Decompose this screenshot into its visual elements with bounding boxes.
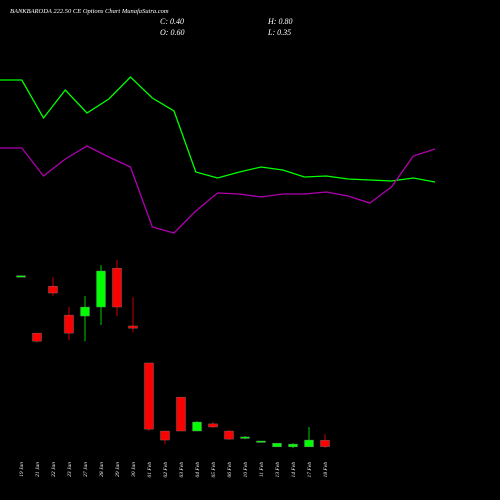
x-tick-label: 06 Feb [227,462,233,478]
x-tick-label: 11 Feb [259,462,265,477]
candle-body [80,306,90,317]
candle-body [224,430,234,440]
x-tick-label: 13 Feb [275,462,281,478]
x-tick-label: 14 Feb [290,462,297,478]
line-series [0,145,436,234]
stat-low: L: 0.35 [267,28,291,37]
x-tick-label: 30 Jan [131,462,137,478]
candle-body [304,439,314,448]
x-tick-label: 10 Feb [243,462,249,478]
candle-body [32,332,42,342]
line-series [0,76,436,183]
candle-body [208,423,218,428]
chart-title: BANKBARODA 222.50 CE Options Chart Munaf… [10,8,169,15]
x-tick-label: 28 Jan [99,462,105,477]
candle-body [128,325,138,329]
candle-body [48,286,58,294]
candle-body [272,442,282,448]
candle-body [160,430,170,441]
candle-body [240,436,250,439]
stat-high: H: 0.80 [267,17,292,26]
stat-open: O: 0.60 [160,28,184,37]
x-tick-label: 03 Feb [179,462,185,478]
x-tick-label: 27 Jan [83,462,89,477]
x-tick-label: 23 Jan [67,462,73,477]
x-tick-label: 19 Jan [19,462,25,477]
stat-close: C: 0.40 [160,17,184,26]
x-tick-label: 04 Feb [194,462,201,478]
candle-body [176,396,186,432]
candle-body [288,443,298,448]
x-tick-label: 02 Feb [163,462,169,478]
x-tick-label: 05 Feb [211,462,217,478]
candle-body [192,421,202,432]
candle-body [144,362,154,430]
candle-body [112,267,122,308]
candle-body [16,275,26,278]
x-tick-label: 01 Feb [147,462,153,478]
candle-body [320,440,330,447]
x-tick-label: 22 Jan [51,462,57,477]
candle-body [64,314,74,334]
x-tick-label: 21 Jan [35,462,41,477]
x-tick-label: 29 Jan [115,462,121,477]
candle-body [96,270,106,308]
x-tick-label: 18 Feb [323,462,329,478]
x-tick-label: 17 Feb [307,462,313,478]
candle-body [256,440,266,443]
